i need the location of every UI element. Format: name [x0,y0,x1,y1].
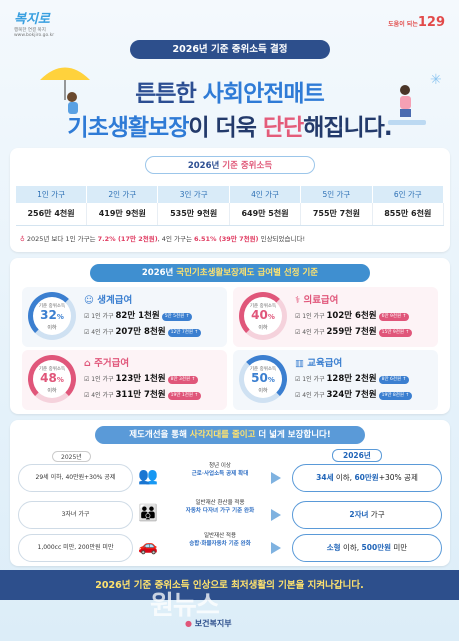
family-icon: 👪 [138,503,158,522]
income-cell: 755만 7천원 [300,203,373,226]
income-cell: 256만 4천원 [16,203,88,226]
footer-band [0,570,459,600]
watermark: 원뉴스 [150,591,220,621]
title-pill: 2026년 기준 중위소득 결정 [130,40,330,59]
arrow-right-icon [271,472,281,484]
sparkle-icon: ✳ [430,72,442,88]
before-value: 1,000cc 미만, 200만원 미만 [18,534,133,562]
year-2025-label: 2025년 [52,451,91,462]
benefit-row: ☑ 4인 가구 324만 7천원 19만 8천원 ↑ [295,388,413,400]
before-value: 3자녀 가구 [18,501,133,529]
before-value: 29세 이하, 40만원+30% 공제 [18,464,133,492]
benefit-row: ☑ 1인 가구 102만 6천원 6만 9천원 ↑ [295,309,410,321]
benefit-education: 기준 중위소득 50% 이하 ▥ 교육급여 ☑ 1인 가구 128만 2천원 8만… [233,350,438,410]
median-income-title: 2026년 기준 중위소득 [145,156,315,174]
arrow-right-icon [271,542,281,554]
person-icon: ☺ [84,295,94,306]
income-cell: 649만 5천원 [229,203,302,226]
people-icon: 👥 [138,466,158,485]
percent-ring: 기준 중위소득 32% 이하 [28,292,76,340]
percent-ring: 기준 중위소득 48% 이하 [28,355,76,403]
child-jumping-illustration [388,85,426,125]
car-icon: 🚗 [138,536,158,555]
col-header: 2인 가구 [86,186,159,203]
lightbulb-icon: ♁ [20,235,25,243]
house-icon: ⌂ [84,358,91,369]
arrow-right-icon [271,509,281,521]
benefit-row: ☑ 1인 가구 123만 1천원 8만 3천원 ↑ [84,372,199,384]
benefit-name: ⌂ 주거급여 [84,358,130,369]
bokjiro-logo[interactable]: 복지로 행복한 연결 복지 www.bokjiro.go.kr [14,12,55,38]
income-cell: 419만 9천원 [86,203,159,226]
median-income-table: 1인 가구 2인 가구 3인 가구 4인 가구 5인 가구 6인 가구 256만… [16,186,445,226]
umbrella-child-illustration [40,67,90,114]
percent-ring: 기준 중위소득 40% 이하 [239,292,287,340]
benefit-row: ☑ 4인 가구 207만 8천원 12만 7천원 ↑ [84,325,202,337]
after-value: 소형 이하, 500만원 미만 [292,534,442,562]
benefit-housing: 기준 중위소득 48% 이하 ⌂ 주거급여 ☑ 1인 가구 123만 1천원 8만… [22,350,227,410]
year-2026-label: 2026년 [332,449,382,462]
change-description: 일반재산 환산율 적용 자동차 다자녀 가구 기준 완화 [185,500,255,514]
benefit-name: ▥ 교육급여 [295,358,343,369]
improvement-row-children: 3자녀 가구 👪 일반재산 환산율 적용 자동차 다자녀 가구 기준 완화 2자녀… [18,497,442,533]
col-header: 1인 가구 [16,186,88,203]
school-icon: ▥ [295,358,304,369]
income-increase-note: ♁ 2025년 보다 1인 가구는 7.2% (17만 2천원), 4인 가구는… [20,235,306,243]
benefit-medical: 기준 중위소득 40% 이하 ⚕ 의료급여 ☑ 1인 가구 102만 6천원 6만… [233,287,438,347]
benefit-row: ☑ 4인 가구 259만 7천원 15만 9천원 ↑ [295,325,413,337]
benefit-name: ☺ 생계급여 [84,295,133,306]
improvement-row-youth: 29세 이하, 40만원+30% 공제 👥 청년 이상 근로·사업소득 공제 확대… [18,460,442,496]
headline-line2: 기초생활보장이 더욱 단단해집니다. [67,115,392,141]
improvement-row-vehicle: 1,000cc 미만, 200만원 미만 🚗 일반재산 적용 승합·화물자동차 기… [18,530,442,566]
col-header: 4인 가구 [229,186,302,203]
col-header: 6인 가구 [372,186,445,203]
col-header: 5인 가구 [300,186,373,203]
benefit-row: ☑ 1인 가구 82만 1천원 5만 5천원 ↑ [84,309,193,321]
taegeuk-icon: ● [185,619,192,628]
benefit-livelihood: 기준 중위소득 32% 이하 ☺ 생계급여 ☑ 1인 가구 82만 1천원 5만 … [22,287,227,347]
benefit-name: ⚕ 의료급여 [295,295,339,306]
after-value: 34세 이하, 60만원+30% 공제 [292,464,442,492]
ministry-logo: ● 보건복지부 [185,619,232,628]
percent-ring: 기준 중위소득 50% 이하 [239,355,287,403]
footer-slogan: 2026년 기준 중위소득 인상으로 최저생활의 기본을 지켜나갑니다. [95,580,364,591]
headline-line1: 튼튼한 사회안전매트 [135,81,324,107]
after-value: 2자녀 가구 [292,501,442,529]
income-cell: 535만 9천원 [157,203,230,226]
income-cell: 855만 6천원 [372,203,445,226]
improvement-title: 제도개선을 통해 사각지대를 줄이고 더 넓게 보장합니다! [95,426,365,444]
change-description: 일반재산 적용 승합·화물자동차 기준 완화 [189,533,251,547]
benefit-row: ☑ 1인 가구 128만 2천원 8만 6천원 ↑ [295,372,410,384]
benefit-row: ☑ 4인 가구 311만 7천원 19만 1천원 ↑ [84,388,202,400]
hotline-129-logo: 도움이 되는129 [388,15,445,30]
stethoscope-icon: ⚕ [295,295,301,306]
benefits-title: 2026년 국민기초생활보장제도 급여별 선정 기준 [90,264,370,282]
col-header: 3인 가구 [157,186,230,203]
change-description: 청년 이상 근로·사업소득 공제 확대 [191,463,249,477]
